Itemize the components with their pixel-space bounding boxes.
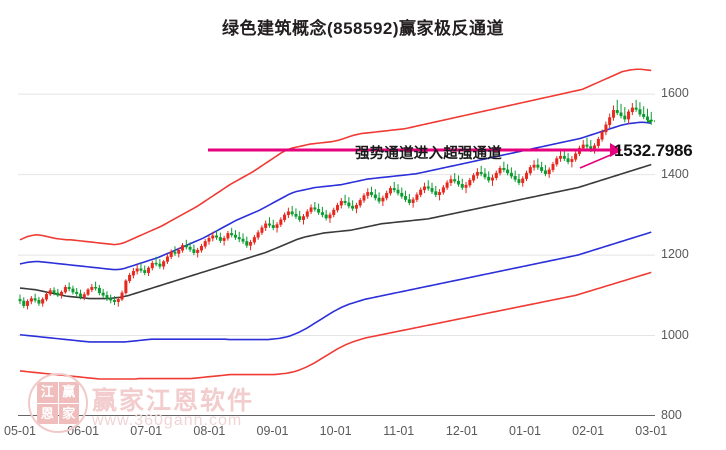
last-price-label: 1532.7986 (614, 141, 693, 160)
watermark-brand: 赢家江恩软件 (92, 387, 255, 415)
x-axis-tick-label: 05-01 (4, 424, 36, 438)
y-axis-tick-label: 800 (661, 408, 682, 422)
x-axis-tick-label: 08-01 (193, 424, 226, 438)
y-axis-tick-label: 1400 (661, 166, 689, 181)
series-outer_lower_band (19, 271, 652, 380)
series-inner_upper_band (19, 121, 652, 271)
watermark-url: www.360gann.com (92, 412, 243, 429)
watermark-logo-char: 家 (58, 403, 79, 424)
chart-plot-area (18, 62, 655, 416)
annotation-text: 强势通道进入超强通道 (355, 146, 502, 162)
x-axis-tick-label: 12-01 (445, 424, 478, 438)
annotation-arrow-tail (579, 150, 621, 169)
chart-canvas (18, 68, 655, 416)
watermark-logo: 江赢恩家 (28, 373, 88, 433)
x-axis-tick-label: 10-01 (319, 424, 352, 438)
series-inner_lower_band (19, 231, 652, 343)
watermark-logo-char: 江 (37, 382, 58, 403)
watermark-logo-char: 赢 (58, 382, 79, 403)
y-axis-tick-label: 1600 (661, 86, 689, 101)
candlestick-series (18, 99, 653, 310)
x-axis-tick-label: 11-01 (383, 424, 415, 438)
series-outer_upper_band (19, 68, 652, 246)
x-axis-tick-label: 07-01 (130, 424, 163, 438)
x-axis-tick-label: 09-01 (256, 424, 289, 438)
x-axis-tick-label: 03-01 (635, 424, 668, 438)
page-title: 绿色建筑概念(858592)赢家极反通道 (221, 19, 505, 38)
series-mid_line (19, 163, 652, 300)
x-axis-tick-label: 02-01 (572, 424, 605, 438)
y-axis-tick-label: 1000 (661, 327, 689, 342)
y-axis-tick-label: 1200 (661, 247, 689, 262)
x-axis-tick-label: 01-01 (509, 424, 541, 438)
watermark-logo-char: 恩 (37, 403, 58, 424)
